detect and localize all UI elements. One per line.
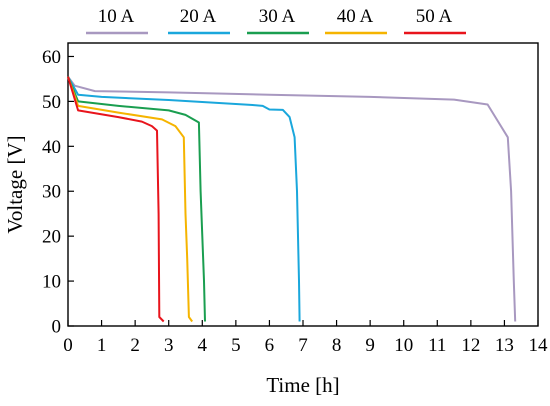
legend-label: 10 A <box>98 6 135 27</box>
y-tick-label: 30 <box>42 182 61 203</box>
x-tick-label: 8 <box>332 335 342 356</box>
x-tick-label: 13 <box>495 335 514 356</box>
x-tick-label: 9 <box>365 335 375 356</box>
series-line-40a <box>67 76 194 323</box>
legend-label: 20 A <box>180 6 217 27</box>
x-tick-label: 5 <box>231 335 241 356</box>
series-line-30a <box>67 76 206 322</box>
y-axis: 0 10 20 30 40 50 60 <box>42 47 74 338</box>
x-tick-label: 6 <box>265 335 275 356</box>
x-tick-label: 4 <box>198 335 208 356</box>
y-tick-label: 40 <box>42 137 61 158</box>
y-tick-label: 10 <box>42 272 61 293</box>
x-tick-label: 10 <box>394 335 413 356</box>
x-axis-title: Time [h] <box>266 373 339 397</box>
series-line-50a <box>67 76 165 323</box>
legend-label: 50 A <box>416 6 453 27</box>
legend-label: 30 A <box>259 6 296 27</box>
x-tick-label: 7 <box>298 335 308 356</box>
plot-area-frame <box>67 42 539 327</box>
x-tick-label: 0 <box>63 335 73 356</box>
series-line-10a <box>67 76 517 322</box>
y-tick-label: 60 <box>42 47 61 68</box>
chart-legend: 10 A 20 A 30 A 40 A 50 A <box>86 6 466 35</box>
series-line-20a <box>67 76 301 322</box>
x-tick-label: 1 <box>97 335 107 356</box>
x-tick-label: 12 <box>461 335 480 356</box>
y-tick-label: 50 <box>42 92 61 113</box>
x-tick-label: 2 <box>130 335 140 356</box>
series-layer <box>67 76 517 323</box>
x-tick-label: 3 <box>164 335 174 356</box>
y-tick-label: 0 <box>52 317 62 338</box>
x-tick-label: 11 <box>428 335 446 356</box>
y-axis-title: Voltage [V] <box>3 135 27 233</box>
x-tick-label: 14 <box>529 335 549 356</box>
legend-label: 40 A <box>337 6 374 27</box>
x-axis: 0 1 2 3 4 5 6 7 8 9 10 11 12 13 14 <box>63 320 548 356</box>
y-tick-label: 20 <box>42 227 61 248</box>
